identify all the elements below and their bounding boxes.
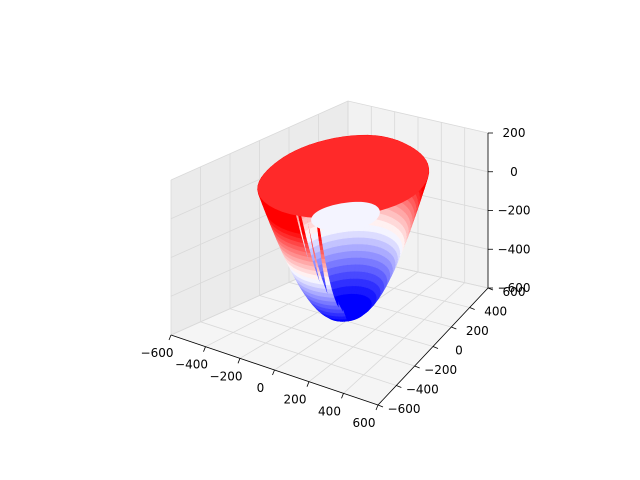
surface-rim (257, 135, 429, 218)
surface-patch (339, 271, 345, 281)
x-tick-mark (341, 393, 344, 399)
y-tick-mark (396, 385, 402, 388)
z-tick-label: 200 (503, 126, 526, 140)
y-tick-mark (469, 307, 475, 310)
surface (257, 134, 430, 322)
x-tick-label: −600 (141, 346, 174, 360)
x-tick-label: 400 (318, 404, 341, 418)
x-tick-mark (237, 358, 241, 364)
surface-patch (338, 251, 344, 260)
x-tick-label: 0 (257, 381, 265, 395)
y-tick-mark (432, 346, 439, 349)
x-tick-label: 600 (353, 416, 376, 430)
surface-patch (343, 271, 348, 280)
y-tick-mark (377, 404, 384, 408)
surface-patch (342, 237, 349, 246)
surface-patch (347, 243, 354, 252)
x-tick-label: −400 (175, 358, 208, 372)
x-tick-mark (203, 346, 206, 352)
surface-patch (337, 238, 344, 247)
surface-patch (343, 264, 348, 273)
surface-patch (334, 265, 341, 274)
surface-opening (311, 201, 380, 232)
surface-patch (348, 230, 355, 239)
x-tick-mark (168, 334, 172, 341)
surface-patch (347, 250, 353, 259)
surface-patch (337, 231, 344, 240)
z-tick-label: −600 (498, 281, 531, 295)
x-tick-label: −200 (210, 369, 243, 383)
surface-patch (342, 244, 349, 253)
x-tick-label: 200 (284, 393, 307, 407)
y-tick-label: 400 (484, 305, 507, 319)
y-tick-label: −400 (406, 383, 439, 397)
z-tick-label: 0 (510, 165, 518, 179)
surface-patch (338, 258, 344, 267)
surface-patch (342, 257, 349, 266)
surface-patch (347, 237, 354, 245)
z-grid-line (170, 100, 489, 181)
y-tick-label: 200 (466, 324, 489, 338)
surface-patch (338, 264, 344, 274)
y-tick-mark (451, 326, 457, 330)
z-tick-label: −200 (498, 204, 531, 218)
tick-labels: −600−400−2000200400600−600−400−200020040… (141, 126, 531, 430)
surface-patch (326, 288, 334, 294)
y-tick-label: −200 (424, 363, 457, 377)
surface-patch (334, 258, 340, 268)
surface-patch (339, 278, 345, 288)
y-tick-mark (414, 365, 420, 369)
x-tick-mark (272, 369, 275, 376)
surface-patch (342, 250, 349, 259)
y-tick-label: 0 (455, 344, 463, 358)
surface-patch (339, 312, 345, 317)
y-tick-label: 600 (503, 285, 526, 299)
surface-patch (337, 244, 344, 253)
x-tick-mark (306, 381, 310, 387)
y-tick-label: −600 (388, 402, 421, 416)
z-tick-label: −400 (498, 242, 531, 256)
surface-patch (343, 278, 348, 287)
x-tick-mark (375, 404, 379, 411)
floor-pane (171, 256, 488, 405)
surface-patch (342, 230, 349, 239)
